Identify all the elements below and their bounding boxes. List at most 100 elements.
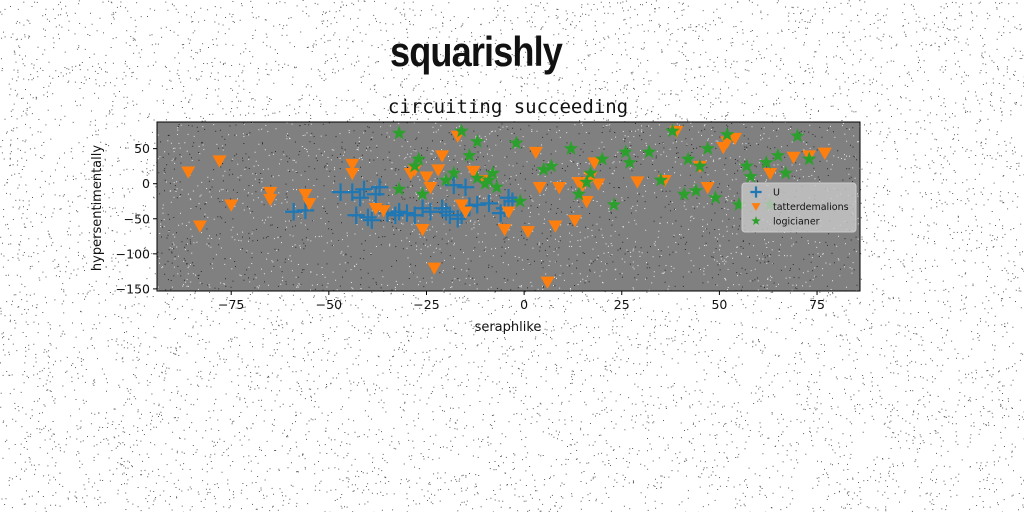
x-tick-label: −50 [316, 297, 342, 312]
point-logicianer-13 [485, 165, 501, 180]
series-logicianer [391, 123, 817, 211]
point-logicianer-23 [594, 151, 610, 166]
point-U-27 [480, 194, 498, 213]
x-tick-label: 50 [711, 297, 727, 312]
point-U-15 [406, 206, 424, 225]
x-tick-label: 75 [809, 297, 825, 312]
y-tick-label: −100 [116, 246, 150, 261]
y-tick-label: 50 [134, 141, 150, 156]
point-logicianer-8 [462, 148, 477, 162]
y-tick-label: −50 [124, 211, 150, 226]
point-tatterdemalions-18 [431, 164, 446, 177]
point-logicianer-35 [708, 190, 723, 204]
point-tatterdemalions-3 [224, 199, 239, 212]
point-U-1 [296, 201, 315, 220]
point-tatterdemalions-48 [763, 167, 778, 181]
point-tatterdemalions-31 [548, 220, 563, 233]
point-logicianer-40 [758, 155, 774, 169]
point-U-8 [363, 211, 381, 229]
point-tatterdemalions-33 [567, 214, 582, 228]
point-tatterdemalions-26 [501, 206, 516, 219]
x-tick-label: 25 [614, 297, 630, 312]
point-tatterdemalions-1 [192, 220, 207, 233]
point-tatterdemalions-8 [345, 158, 360, 172]
point-U-31 [499, 188, 518, 207]
point-U-10 [370, 178, 389, 196]
figure-title: squarishly [389, 28, 563, 75]
point-logicianer-26 [622, 155, 637, 169]
point-tatterdemalions-16 [423, 181, 438, 195]
point-logicianer-10 [469, 170, 485, 185]
point-tatterdemalions-0 [181, 166, 196, 179]
point-tatterdemalions-25 [497, 224, 512, 237]
legend-box [741, 182, 857, 233]
chart-title: circuiting succeeding [388, 96, 628, 118]
point-logicianer-33 [692, 158, 708, 173]
legend-marker-U [750, 186, 762, 198]
y-axis-label: hypersentimentally [90, 145, 105, 271]
point-logicianer-19 [563, 140, 579, 155]
point-logicianer-21 [579, 174, 594, 189]
point-tatterdemalions-17 [427, 262, 442, 275]
point-logicianer-42 [770, 148, 786, 162]
point-U-19 [437, 203, 455, 221]
point-logicianer-4 [415, 186, 430, 201]
point-tatterdemalions-51 [817, 147, 832, 160]
point-logicianer-5 [438, 172, 454, 187]
point-U-24 [456, 178, 475, 196]
point-logicianer-38 [739, 158, 755, 173]
point-logicianer-17 [536, 162, 551, 176]
point-logicianer-18 [544, 158, 559, 173]
point-U-16 [413, 199, 432, 218]
axes-frame [156, 121, 861, 292]
point-logicianer-9 [469, 133, 485, 148]
point-logicianer-30 [676, 186, 692, 201]
point-tatterdemalions-37 [583, 171, 598, 184]
x-tick-label: 0 [520, 297, 528, 312]
point-U-18 [433, 199, 451, 218]
point-logicianer-28 [653, 172, 669, 187]
point-U-6 [355, 180, 373, 199]
point-tatterdemalions-23 [466, 165, 481, 179]
point-logicianer-45 [801, 151, 817, 166]
point-tatterdemalions-15 [419, 171, 434, 184]
point-tatterdemalions-44 [700, 181, 715, 195]
point-U-4 [347, 206, 365, 225]
point-tatterdemalions-4 [263, 186, 278, 200]
point-tatterdemalions-27 [521, 226, 536, 239]
point-tatterdemalions-13 [407, 164, 422, 177]
point-U-22 [448, 210, 467, 228]
point-tatterdemalions-36 [579, 195, 594, 209]
point-U-21 [445, 176, 463, 194]
point-tatterdemalions-40 [630, 176, 645, 189]
point-logicianer-2 [407, 158, 423, 173]
point-logicianer-15 [509, 135, 524, 150]
point-tatterdemalions-6 [298, 188, 313, 202]
point-tatterdemalions-32 [552, 181, 567, 195]
point-tatterdemalions-22 [458, 206, 473, 219]
point-logicianer-12 [481, 172, 497, 187]
point-logicianer-31 [680, 151, 696, 166]
point-U-5 [351, 188, 369, 207]
point-logicianer-34 [700, 140, 715, 155]
y-tick-label: 0 [142, 176, 150, 191]
point-U-7 [359, 208, 377, 227]
point-U-12 [386, 206, 404, 225]
point-U-0 [284, 203, 303, 221]
point-tatterdemalions-30 [540, 276, 555, 289]
point-tatterdemalions-49 [786, 151, 801, 165]
point-tatterdemalions-14 [415, 224, 430, 237]
point-tatterdemalions-47 [728, 132, 743, 146]
point-logicianer-3 [411, 151, 426, 166]
legend-label-logicianer: logicianer [773, 217, 820, 228]
point-logicianer-44 [790, 128, 805, 143]
point-logicianer-32 [688, 183, 704, 197]
point-tatterdemalions-5 [263, 193, 278, 207]
point-logicianer-16 [512, 193, 528, 208]
point-U-26 [468, 195, 487, 214]
point-U-14 [398, 204, 416, 222]
point-U-9 [366, 185, 385, 203]
point-logicianer-27 [641, 144, 657, 159]
x-tick-label: −25 [413, 297, 439, 312]
